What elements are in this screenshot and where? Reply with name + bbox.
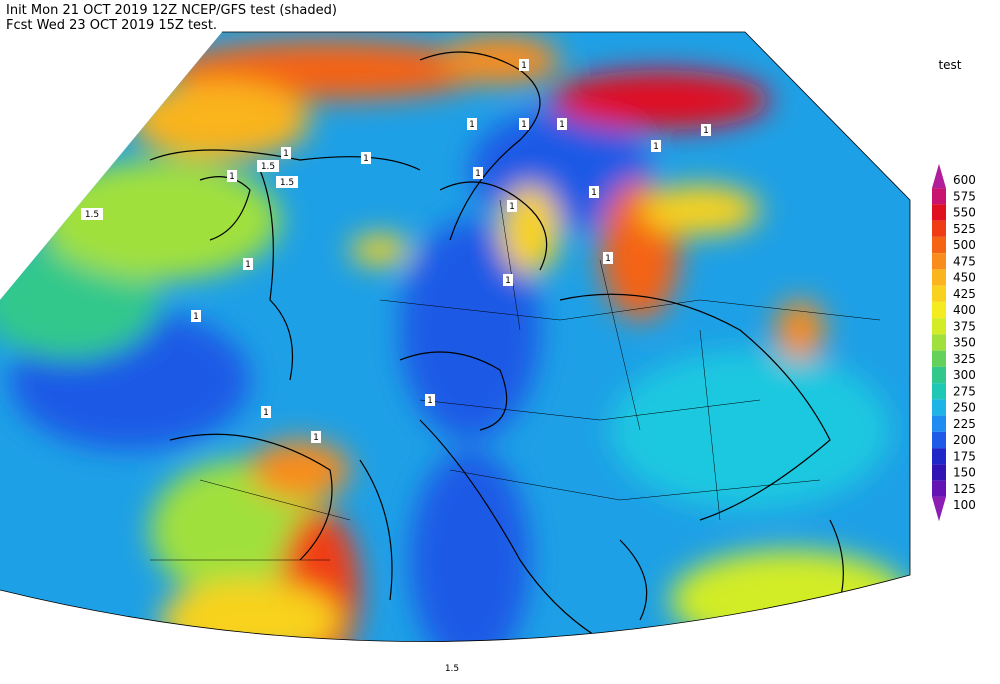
contour-label: 1 bbox=[245, 260, 251, 270]
map-frame bbox=[0, 31, 911, 642]
contour-label-box bbox=[519, 59, 529, 71]
borders bbox=[150, 199, 881, 561]
contour-label-box bbox=[603, 252, 613, 264]
contour-label-box bbox=[651, 140, 661, 152]
colorbar-box bbox=[932, 464, 946, 481]
colorbar-tick-label: 125 bbox=[953, 482, 976, 496]
contour-label: 1 bbox=[703, 126, 709, 136]
contour-label-box bbox=[467, 118, 477, 130]
colorbar-arrow bbox=[932, 496, 946, 522]
colorbar-box bbox=[932, 204, 946, 221]
contour-label: 1 bbox=[509, 202, 515, 212]
colorbar-box bbox=[932, 269, 946, 286]
colorbar-tick-label: 375 bbox=[953, 319, 976, 333]
colorbar-box bbox=[932, 285, 946, 302]
contour-label-box bbox=[425, 394, 435, 406]
contour-label-box bbox=[243, 258, 253, 270]
contour-label-box bbox=[589, 186, 599, 198]
colorbar-tick-label: 475 bbox=[953, 254, 976, 268]
header-line: Init Mon 21 OCT 2019 12Z NCEP/GFS test (… bbox=[6, 3, 337, 18]
contour-label-box bbox=[227, 170, 237, 182]
colorbar-tick-label: 100 bbox=[953, 498, 976, 512]
colorbar-box bbox=[932, 431, 946, 449]
contour-label-box bbox=[503, 274, 513, 286]
contour-label: 1.5 bbox=[280, 178, 294, 188]
colorbar-tick-label: 150 bbox=[953, 466, 976, 480]
contour-label: 1 bbox=[605, 254, 611, 264]
contour-label: 1 bbox=[283, 149, 289, 159]
header-line: Fcst Wed 23 OCT 2019 15Z test. bbox=[6, 18, 217, 33]
colorbar-box bbox=[932, 334, 946, 351]
colorbar-box bbox=[932, 188, 946, 205]
colorbar-box bbox=[932, 350, 946, 367]
colorbar-label: test bbox=[938, 58, 961, 72]
contour-label-box bbox=[441, 662, 463, 674]
colorbar-tick-label: 525 bbox=[953, 222, 976, 236]
contour-label: 1 bbox=[469, 120, 475, 130]
contour-label: 1 bbox=[427, 396, 433, 406]
contour-label-box bbox=[557, 118, 567, 130]
coastlines bbox=[149, 51, 844, 642]
contour-labels: 1 1 1 1 1 1 1.5 1.5 1.5 1 1 1 1 1 1 1 1 1 1 1 1 1 1.5 bbox=[81, 59, 711, 674]
contour-label-box bbox=[276, 176, 298, 188]
colorbar-tick-label: 200 bbox=[953, 433, 976, 447]
colorbar-box bbox=[932, 236, 946, 254]
colorbar-tick-label: 300 bbox=[953, 368, 976, 382]
contour-label-box bbox=[473, 167, 483, 179]
contour-label-box bbox=[261, 406, 271, 418]
contour-label-box bbox=[257, 160, 279, 172]
contour-label-box bbox=[361, 152, 371, 164]
contour-label-box bbox=[701, 124, 711, 136]
colorbar-box bbox=[932, 415, 946, 432]
colorbar-tick-label: 175 bbox=[953, 449, 976, 463]
colorbar-box bbox=[932, 480, 946, 497]
contour-label: 1.5 bbox=[261, 162, 275, 172]
colorbar-tick-label: 550 bbox=[953, 206, 976, 220]
contour-label: 1 bbox=[263, 408, 269, 418]
contour-label: 1 bbox=[475, 169, 481, 179]
colorbar-tick-label: 500 bbox=[953, 238, 976, 252]
colorbar-tick-label: 275 bbox=[953, 384, 976, 398]
colorbar-tick-label: 250 bbox=[953, 401, 976, 415]
colorbar-tick-label: 225 bbox=[953, 417, 976, 431]
colorbar: 600 575 550 525 500 475 450 425 400 375 350 325 300 2… bbox=[932, 163, 976, 522]
contour-label-box bbox=[519, 118, 529, 130]
colorbar-box bbox=[932, 220, 946, 237]
colorbar-box bbox=[932, 301, 946, 319]
colorbar-tick-label: 350 bbox=[953, 336, 976, 350]
contour-label-box bbox=[311, 431, 321, 443]
contour-label: 1 bbox=[521, 61, 527, 71]
colorbar-box bbox=[932, 448, 946, 465]
colorbar-arrow bbox=[932, 163, 946, 189]
colorbar-tick-label: 425 bbox=[953, 287, 976, 301]
contour-label: 1 bbox=[313, 433, 319, 443]
contour-label: 1 bbox=[591, 188, 597, 198]
contour-label-box bbox=[81, 208, 103, 220]
contour-label: 1 bbox=[521, 120, 527, 130]
contour-label-box bbox=[281, 147, 291, 159]
contour-label: 1 bbox=[363, 154, 369, 164]
colorbar-tick-label: 400 bbox=[953, 303, 976, 317]
contour-label: 1 bbox=[193, 312, 199, 322]
colorbar-tick-label: 325 bbox=[953, 352, 976, 366]
colorbar-box bbox=[932, 399, 946, 416]
colorbar-box bbox=[932, 318, 946, 335]
colorbar-box bbox=[932, 366, 946, 384]
colorbar-box bbox=[932, 253, 946, 270]
map-field bbox=[0, 32, 910, 642]
colorbar-tick-label: 575 bbox=[953, 189, 976, 203]
contour-label: 1.5 bbox=[445, 664, 459, 674]
contour-label-box bbox=[191, 310, 201, 322]
colorbar-box bbox=[932, 383, 946, 400]
contour-label-box bbox=[507, 200, 517, 212]
contour-label: 1 bbox=[505, 276, 511, 286]
contour-label: 1 bbox=[653, 142, 659, 152]
colorbar-tick-label: 600 bbox=[953, 173, 976, 187]
colorbar-tick-label: 450 bbox=[953, 271, 976, 285]
contour-label: 1 bbox=[559, 120, 565, 130]
contour-label: 1.5 bbox=[85, 210, 99, 220]
contour-label: 1 bbox=[229, 172, 235, 182]
